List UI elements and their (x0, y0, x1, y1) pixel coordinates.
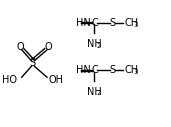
Text: C: C (91, 18, 98, 28)
Text: S: S (109, 66, 116, 75)
Text: HN: HN (76, 18, 90, 28)
Text: NH: NH (87, 87, 102, 97)
Text: S: S (109, 18, 116, 28)
Text: CH: CH (124, 66, 138, 75)
Text: C: C (91, 66, 98, 75)
Text: O: O (17, 42, 24, 52)
Text: O: O (45, 42, 52, 52)
Text: 3: 3 (134, 22, 138, 28)
Text: NH: NH (87, 39, 102, 49)
Text: 2: 2 (97, 90, 101, 97)
Text: 3: 3 (134, 69, 138, 75)
Text: HN: HN (76, 66, 90, 75)
Text: HO: HO (2, 75, 17, 85)
Text: S: S (30, 59, 36, 68)
Text: OH: OH (48, 75, 63, 85)
Text: 2: 2 (97, 43, 101, 49)
Text: CH: CH (124, 18, 138, 28)
